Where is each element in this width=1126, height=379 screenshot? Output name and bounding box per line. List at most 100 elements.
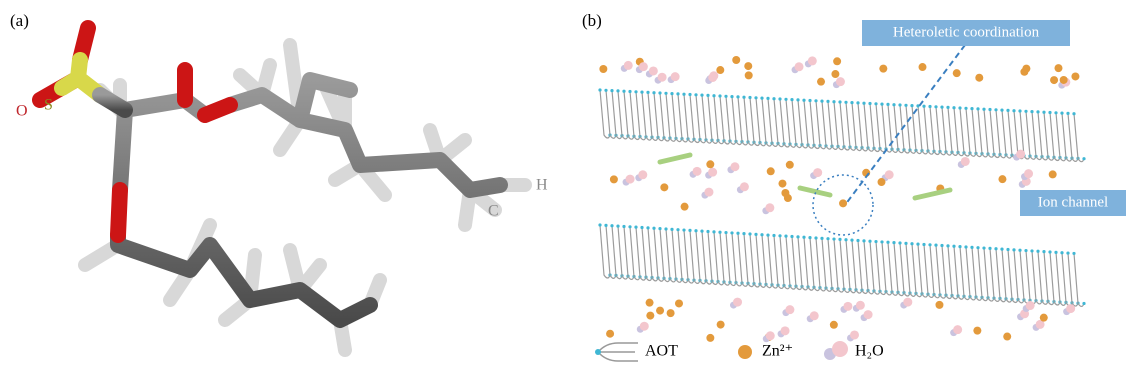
aot-head <box>796 235 799 238</box>
aot-head <box>1054 251 1057 254</box>
aot-head <box>664 227 667 230</box>
water <box>864 310 873 319</box>
aot-head <box>646 91 649 94</box>
aot-head <box>688 93 691 96</box>
aot-head <box>772 97 775 100</box>
aot-molecule <box>1074 253 1084 306</box>
aot-head <box>718 231 721 234</box>
callout-text: Heteroletic coordination <box>893 24 1040 40</box>
aot-head <box>706 230 709 233</box>
panel-label: (a) <box>10 11 29 30</box>
aot-head <box>1054 111 1057 114</box>
water <box>795 62 804 71</box>
aot-head <box>988 108 991 111</box>
aot-head <box>826 237 829 240</box>
aot-head <box>898 241 901 244</box>
aot-head <box>994 108 997 111</box>
aot-head <box>706 94 709 97</box>
aot-head <box>634 90 637 93</box>
aot-head <box>628 90 631 93</box>
aot-head <box>850 101 853 104</box>
aot-head <box>784 235 787 238</box>
aot-head <box>628 225 631 228</box>
aot-head <box>970 107 973 110</box>
aot-head <box>934 105 937 108</box>
aot-head <box>784 98 787 101</box>
aot-head <box>1036 110 1039 113</box>
aot-head <box>1072 112 1075 115</box>
aot-head <box>1000 248 1003 251</box>
atom-label: S <box>44 97 53 114</box>
aot-head <box>604 89 607 92</box>
aot-head <box>814 236 817 239</box>
legend-symbol <box>598 343 638 361</box>
aot-head <box>856 101 859 104</box>
aot-head <box>766 233 769 236</box>
aot-head <box>946 244 949 247</box>
aot-head <box>964 245 967 248</box>
aot-head <box>1036 250 1039 253</box>
aot-head <box>610 224 613 227</box>
aot-head <box>928 243 931 246</box>
zn-ion <box>778 180 786 188</box>
aot-head <box>640 226 643 229</box>
water <box>810 311 819 320</box>
water <box>1066 304 1075 313</box>
water <box>740 182 749 191</box>
zn-ion <box>817 78 825 86</box>
aot-head <box>964 107 967 110</box>
zn-ion <box>745 71 753 79</box>
aot-head <box>1048 250 1051 253</box>
zn-ion <box>656 307 664 315</box>
zn-ion <box>877 178 885 186</box>
aot-head <box>694 229 697 232</box>
water <box>649 66 658 75</box>
legend-text: H₂O <box>855 343 884 360</box>
ion-path <box>915 190 950 198</box>
zn-ion <box>681 203 689 211</box>
aot-head <box>778 234 781 237</box>
aot-head <box>844 101 847 104</box>
aot-head <box>1012 248 1015 251</box>
water <box>638 170 647 179</box>
water <box>885 170 894 179</box>
aot-head <box>724 95 727 98</box>
aot-head <box>616 224 619 227</box>
aot-head <box>730 95 733 98</box>
zn-ion <box>830 321 838 329</box>
aot-head <box>754 233 757 236</box>
aot-head <box>1006 109 1009 112</box>
legend-text: AOT <box>645 343 678 360</box>
water <box>808 56 817 65</box>
zn-ion <box>935 301 943 309</box>
water <box>1026 301 1035 310</box>
water <box>843 302 852 311</box>
water <box>708 168 717 177</box>
water <box>693 167 702 176</box>
aot-head <box>664 92 667 95</box>
aot-head <box>880 103 883 106</box>
zn-ion <box>646 312 654 320</box>
aot-head <box>826 100 829 103</box>
aot-head <box>700 94 703 97</box>
aot-head <box>820 100 823 103</box>
zn-ion <box>1040 314 1048 322</box>
zn-ion <box>706 160 714 168</box>
aot-head <box>760 97 763 100</box>
aot-head <box>868 240 871 243</box>
aot-head <box>718 94 721 97</box>
aot-head <box>946 106 949 109</box>
aot-head <box>1060 251 1063 254</box>
aot-head <box>658 91 661 94</box>
aot-head <box>958 106 961 109</box>
aot-head <box>868 102 871 105</box>
aot-head <box>712 94 715 97</box>
zn-ion <box>1050 76 1058 84</box>
aot-head <box>928 105 931 108</box>
water <box>624 61 633 70</box>
water <box>781 326 790 335</box>
aot-head <box>910 104 913 107</box>
aot-head <box>736 95 739 98</box>
legend: AOT Zn²⁺ H₂O <box>595 341 884 361</box>
aot-head <box>994 247 997 250</box>
